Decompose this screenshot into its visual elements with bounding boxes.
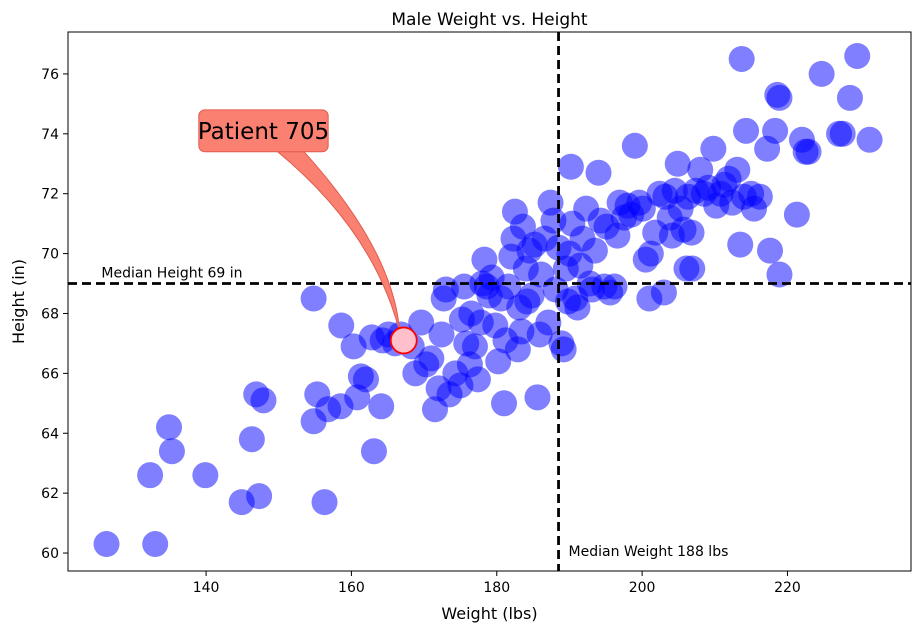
x-tick-label: 160: [338, 580, 365, 596]
callout-label: Patient 705: [198, 119, 329, 145]
data-point: [564, 294, 591, 321]
y-tick-label: 60: [41, 546, 59, 562]
median-height-label: Median Height 69 in: [101, 266, 242, 282]
data-point: [461, 333, 488, 360]
data-point: [557, 153, 584, 180]
x-axis-label: Weight (lbs): [441, 604, 537, 623]
x-tick-label: 140: [193, 580, 220, 596]
data-point: [238, 426, 265, 453]
data-point: [581, 237, 608, 264]
data-point: [158, 438, 185, 465]
data-point: [585, 159, 612, 186]
data-point: [637, 240, 664, 267]
y-tick-label: 74: [41, 127, 59, 143]
data-points: [93, 42, 883, 558]
data-point: [795, 138, 822, 165]
y-axis-ticks: 60 62 64 66 68 70 72 74 76: [41, 67, 68, 562]
data-point: [428, 321, 455, 348]
data-point: [766, 84, 793, 111]
data-point: [491, 390, 518, 417]
data-point: [192, 462, 219, 489]
data-point: [535, 309, 562, 336]
data-point: [664, 150, 691, 177]
data-point: [311, 489, 338, 516]
data-point: [746, 183, 773, 210]
y-tick-label: 70: [41, 247, 59, 263]
reference-lines: [68, 32, 911, 571]
data-point: [856, 126, 883, 153]
y-tick-label: 66: [41, 366, 59, 382]
data-point: [621, 132, 648, 159]
x-tick-label: 200: [629, 580, 656, 596]
y-tick-label: 72: [41, 187, 59, 203]
y-tick-label: 62: [41, 486, 59, 502]
data-point: [757, 237, 784, 264]
data-point: [550, 336, 577, 363]
data-point: [485, 348, 512, 375]
data-point: [733, 117, 760, 144]
data-point: [808, 60, 835, 87]
data-point: [368, 393, 395, 420]
data-point: [629, 195, 656, 222]
highlighted-point: [389, 326, 418, 355]
data-point: [352, 366, 379, 393]
data-point: [495, 273, 522, 300]
x-axis-ticks: 140 160 180 200 220: [193, 571, 801, 596]
y-tick-label: 64: [41, 426, 59, 442]
median-weight-label: Median Weight 188 lbs: [569, 544, 729, 560]
x-tick-label: 220: [774, 580, 801, 596]
data-point: [360, 438, 387, 465]
data-point: [328, 312, 355, 339]
data-point: [727, 231, 754, 258]
y-tick-label: 68: [41, 306, 59, 322]
data-point: [142, 531, 169, 558]
callout-pointer: [274, 149, 401, 333]
chart-title: Male Weight vs. Height: [391, 10, 588, 30]
data-point: [246, 483, 273, 510]
data-point: [408, 309, 435, 336]
callout-box: [198, 109, 329, 153]
data-point: [762, 117, 789, 144]
data-point: [464, 366, 491, 393]
data-point: [93, 531, 120, 558]
data-point: [724, 156, 751, 183]
data-point: [679, 255, 706, 282]
data-point: [418, 345, 445, 372]
data-point: [300, 285, 327, 312]
data-point: [678, 219, 705, 246]
x-tick-label: 180: [483, 580, 510, 596]
y-axis-label: Height (in): [9, 259, 28, 344]
plot-frame: [67, 31, 912, 572]
data-point: [728, 45, 755, 72]
data-point: [783, 201, 810, 228]
data-point: [518, 282, 545, 309]
data-point: [844, 42, 871, 69]
data-point: [829, 120, 856, 147]
patient-callout: Patient 705: [198, 109, 418, 355]
data-point: [836, 84, 863, 111]
y-tick-label: 76: [41, 67, 59, 83]
data-point: [650, 279, 677, 306]
data-point: [156, 414, 183, 441]
data-point: [250, 387, 277, 414]
data-point: [601, 273, 628, 300]
data-point: [137, 462, 164, 489]
data-point: [766, 261, 793, 288]
data-point: [700, 135, 727, 162]
data-point: [524, 384, 551, 411]
